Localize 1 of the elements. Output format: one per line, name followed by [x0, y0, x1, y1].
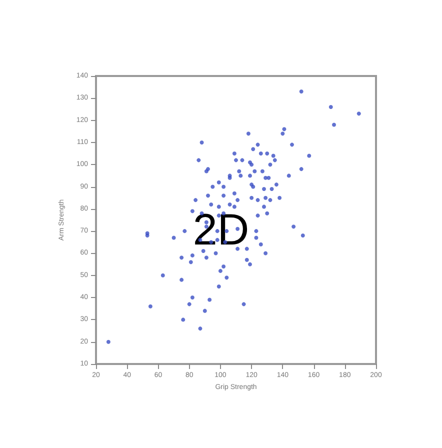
annotation: 2D: [192, 206, 250, 254]
